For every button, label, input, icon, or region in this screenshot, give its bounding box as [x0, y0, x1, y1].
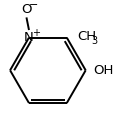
Text: 3: 3: [91, 36, 98, 46]
Text: −: −: [29, 0, 38, 10]
Text: CH: CH: [77, 30, 96, 43]
Text: +: +: [32, 28, 40, 38]
Text: N: N: [24, 31, 34, 44]
Text: O: O: [21, 3, 32, 16]
Text: OH: OH: [93, 64, 114, 77]
